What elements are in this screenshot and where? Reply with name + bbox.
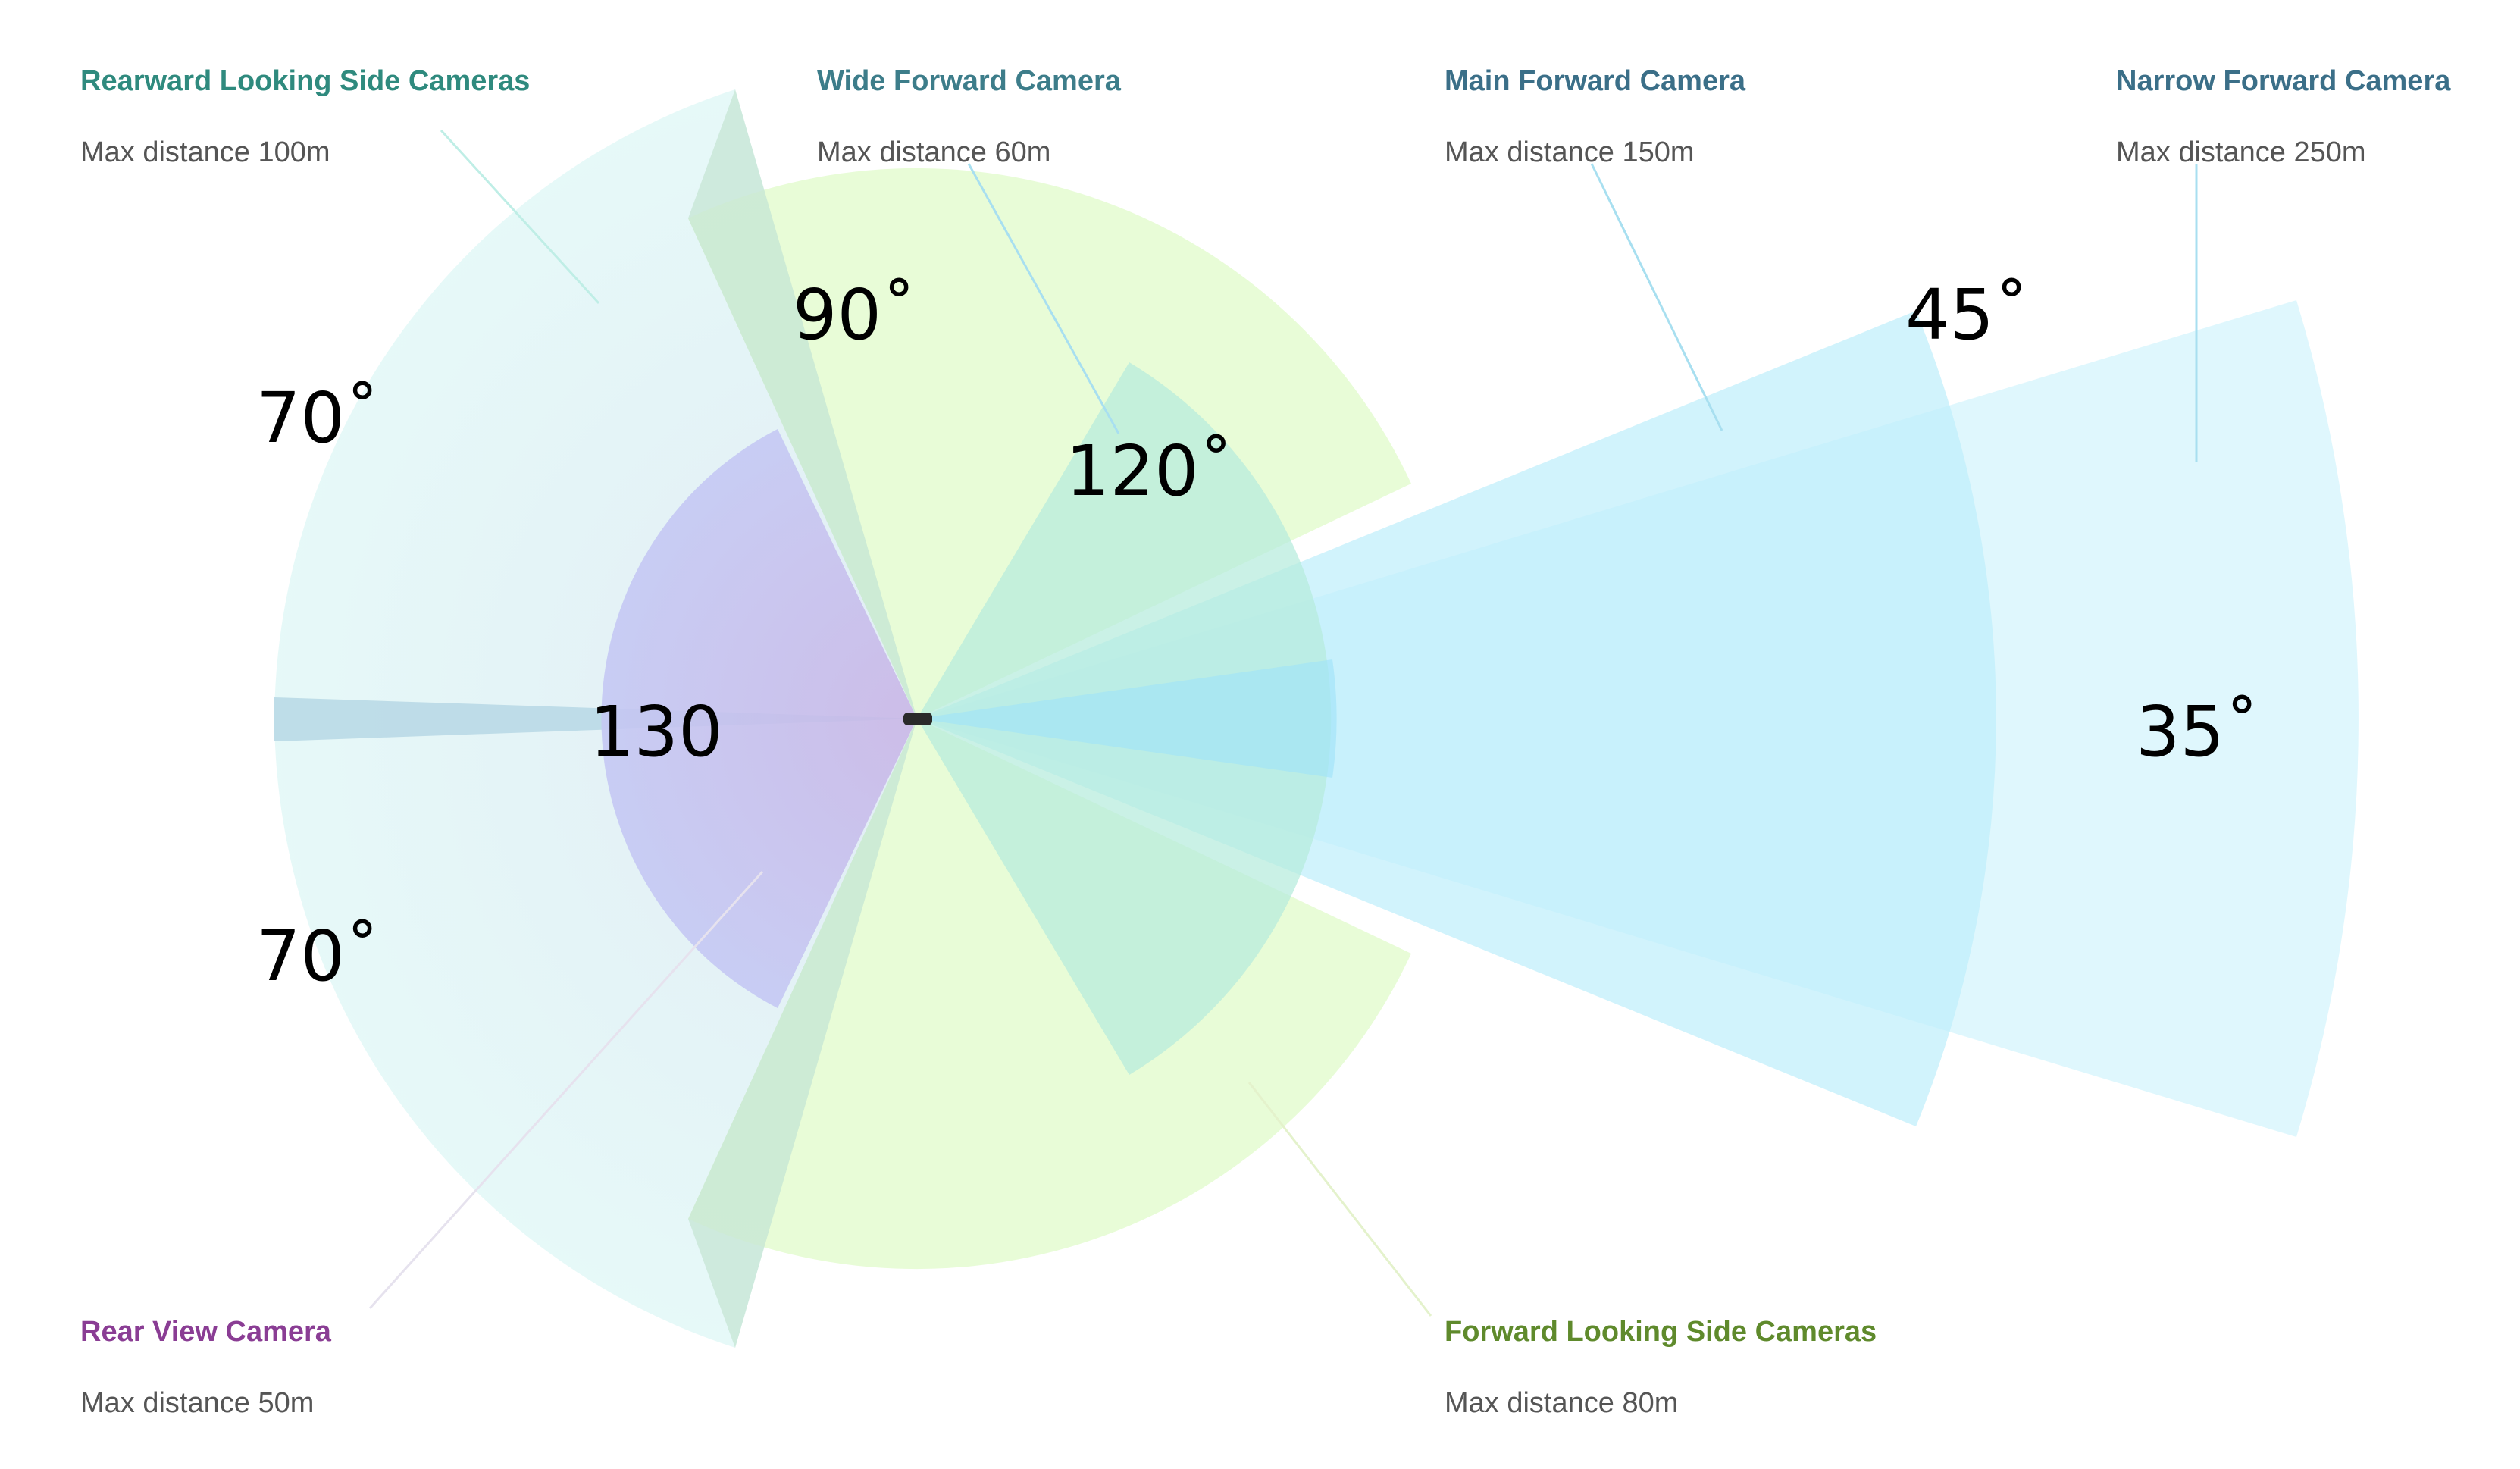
angle-label-narrow-forward: 35˚ [2136,691,2260,772]
forward-side-title: Forward Looking Side Cameras [1445,1316,1877,1348]
leader-line-main-forward [1590,163,1723,431]
main-forward-distance: Max distance 150m [1445,136,1695,168]
rear-view-distance: Max distance 50m [80,1387,315,1419]
wide-forward-inner-highlight [917,659,1337,778]
angle-label-main-forward: 45˚ [1905,274,2030,356]
rearward-side-overlap-band [274,697,917,741]
main-forward-title: Main Forward Camera [1445,65,1745,97]
angle-label-wide-forward: 120˚ [1066,431,1234,512]
leader-line-rear-view [368,870,764,1310]
rearward-side-title: Rearward Looking Side Cameras [80,65,531,97]
wide-forward-distance: Max distance 60m [817,136,1051,168]
leader-line-forward-side [1247,1082,1432,1317]
forward-side-overlap-bottom [688,719,917,1348]
angle-label-rear-view: 130 [590,691,723,772]
main-forward-coverage [917,311,1996,1126]
leader-line-wide-forward [967,163,1120,434]
rear-view-coverage [601,429,917,1008]
car-icon [903,713,932,725]
forward-side-distance: Max distance 80m [1445,1387,1679,1419]
angle-label-forward-side: 90˚ [793,274,917,356]
wide-forward-title: Wide Forward Camera [817,65,1121,97]
forward-side-overlap-top [688,89,917,719]
narrow-forward-distance: Max distance 250m [2116,136,2366,168]
rear-view-title: Rear View Camera [80,1316,331,1348]
narrow-forward-title: Narrow Forward Camera [2116,65,2451,97]
rearward-side-distance: Max distance 100m [80,136,330,168]
leader-line-rearward-side [440,129,600,305]
angle-label-rearward-top: 70˚ [256,377,380,459]
angle-label-rearward-bottom: 70˚ [256,916,380,997]
